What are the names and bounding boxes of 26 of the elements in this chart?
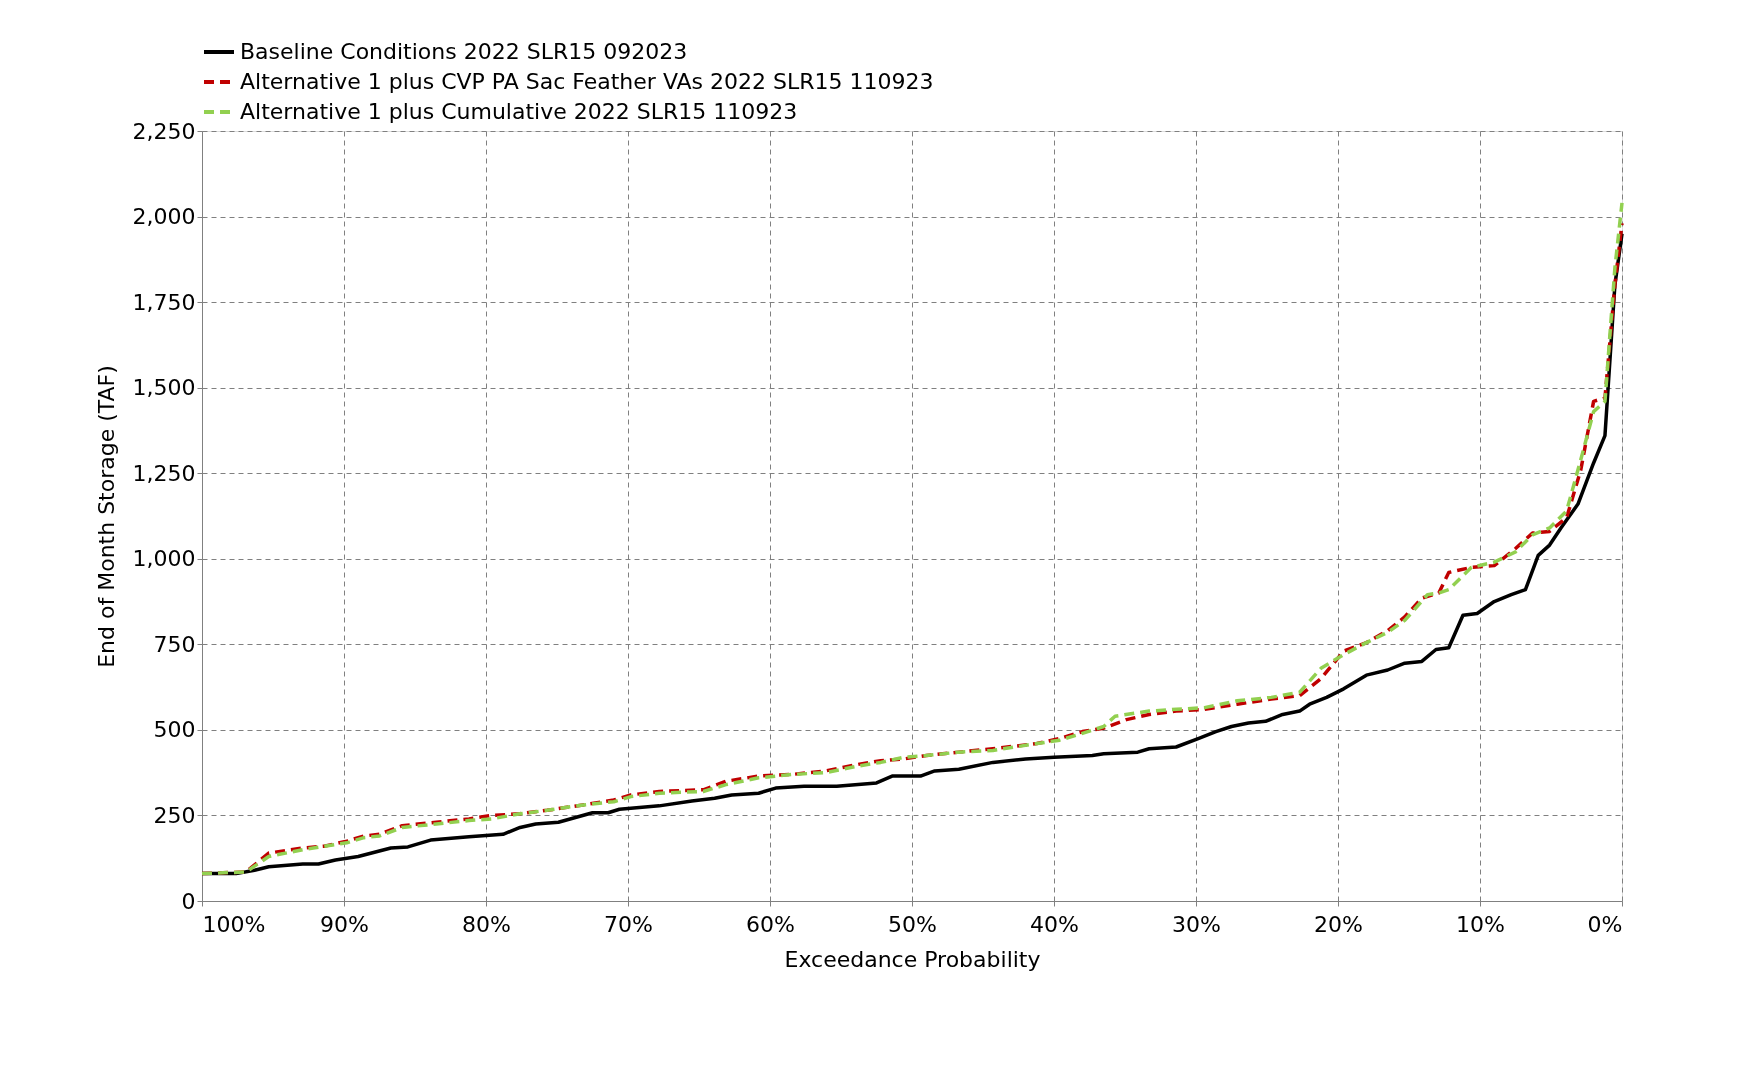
x-tick-label: 0% (1587, 911, 1623, 937)
y-tick-label: 2,250 (132, 118, 196, 144)
y-tick-label: 1,500 (132, 375, 196, 401)
y-tick-label: 0 (181, 888, 196, 914)
x-tick-label: 70% (604, 911, 653, 937)
x-tick-label: 80% (462, 911, 511, 937)
y-tick-label: 2,000 (132, 204, 196, 230)
y-tick-label: 250 (153, 802, 196, 828)
y-tick-label: 1,750 (132, 289, 196, 315)
x-tick-label: 40% (1030, 911, 1079, 937)
x-tick-label: 90% (320, 911, 369, 937)
y-tick-label: 1,000 (132, 546, 196, 572)
y-axis-title: End of Month Storage (TAF) (93, 365, 119, 668)
legend-label: Alternative 1 plus Cumulative 2022 SLR15 110923 (240, 99, 798, 124)
legend-label: Baseline Conditions 2022 SLR15 092023 (240, 39, 688, 64)
x-tick-label: 60% (746, 911, 795, 937)
x-axis-title: Exceedance Probability (784, 946, 1041, 972)
y-tick-label: 1,250 (132, 460, 196, 486)
x-tick-label: 50% (888, 911, 937, 937)
y-tick-label: 500 (153, 717, 196, 743)
legend-label: Alternative 1 plus CVP PA Sac Feather VAs 2022 SLR15 110923 (240, 69, 934, 94)
x-tick-label: 30% (1172, 911, 1221, 937)
y-tick-label: 750 (153, 631, 196, 657)
x-tick-label: 20% (1314, 911, 1363, 937)
x-tick-label: 100% (202, 911, 266, 937)
x-tick-label: 10% (1456, 911, 1505, 937)
